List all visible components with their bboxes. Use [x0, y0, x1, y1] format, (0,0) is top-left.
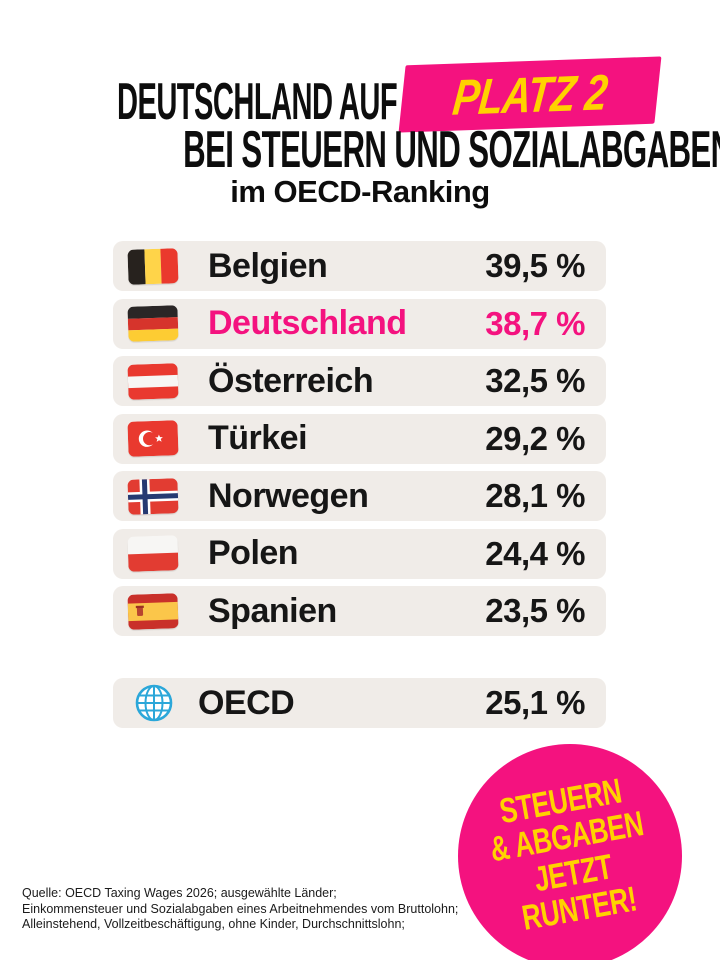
oecd-summary-row: OECD 25,1 %	[113, 678, 606, 728]
headline-line2: BEI STEUERN UND SOZIALABGABEN	[0, 124, 720, 176]
turkey-flag-icon	[127, 420, 179, 457]
oecd-value: 25,1 %	[485, 684, 585, 721]
country-value: 29,2 %	[485, 419, 585, 457]
platz-2-badge-label: PLATZ 2	[450, 63, 610, 126]
ranking-list: Belgien 39,5 % Deutschland 38,7 % Österreich…	[113, 241, 606, 728]
spain-flag-icon	[127, 592, 179, 630]
country-label: Belgien	[208, 246, 328, 285]
ranking-row: Polen 24,4 %	[113, 528, 606, 579]
country-value: 24,4 %	[485, 534, 585, 572]
poland-flag-icon	[127, 535, 179, 572]
country-value: 39,5 %	[485, 247, 585, 284]
germany-flag-icon	[127, 305, 179, 342]
country-value: 23,5 %	[485, 592, 585, 629]
headline-line2-text: BEI STEUERN UND SOZIALABGABEN	[183, 121, 720, 179]
austria-flag-icon	[127, 362, 179, 400]
headline-subtitle: im OECD-Ranking	[230, 174, 490, 209]
oecd-label: OECD	[198, 683, 295, 722]
headline-line1-text: DEUTSCHLAND AUF	[117, 73, 398, 131]
country-value: 28,1 %	[485, 477, 585, 514]
country-label: Österreich	[208, 361, 374, 400]
country-value: 38,7 %	[485, 304, 585, 342]
ranking-row: Deutschland 38,7 %	[113, 298, 606, 349]
globe-icon	[134, 683, 174, 723]
country-label: Polen	[208, 534, 299, 572]
campaign-sticker-text: STEUERN & ABGABEN JETZT RUNTER!	[456, 766, 684, 945]
source-line: Alleinstehend, Vollzeitbeschäftigung, oh…	[22, 917, 405, 931]
source-line: Einkommensteuer und Sozialabgaben eines …	[22, 901, 459, 916]
country-label: Spanien	[208, 591, 337, 630]
ranking-row: Türkei 29,2 %	[113, 413, 606, 464]
ranking-row: Belgien 39,5 %	[113, 241, 606, 291]
source-line: Quelle: OECD Taxing Wages 2026; ausgewäh…	[22, 886, 337, 900]
country-value: 32,5 %	[485, 362, 585, 399]
norway-flag-icon	[127, 477, 179, 515]
headline-line1: DEUTSCHLAND AUF	[117, 76, 617, 128]
source-note: Quelle: OECD Taxing Wages 2026; ausgewäh…	[22, 886, 458, 933]
country-label: Deutschland	[208, 304, 407, 342]
ranking-row: Norwegen 28,1 %	[113, 471, 606, 521]
belgium-flag-icon	[127, 247, 179, 285]
country-label: Türkei	[208, 419, 308, 457]
ranking-row: Spanien 23,5 %	[113, 586, 606, 636]
ranking-row: Österreich 32,5 %	[113, 356, 606, 406]
country-label: Norwegen	[208, 476, 369, 515]
campaign-sticker: STEUERN & ABGABEN JETZT RUNTER!	[458, 744, 682, 960]
